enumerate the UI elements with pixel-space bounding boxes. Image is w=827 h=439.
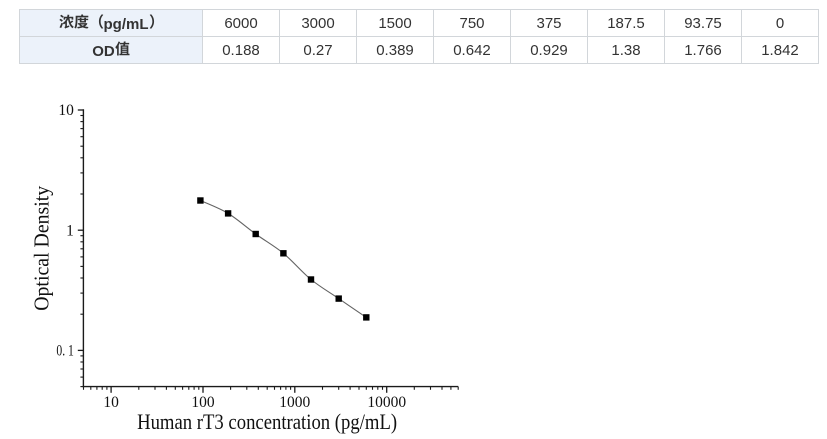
svg-text:Optical Density: Optical Density [30, 186, 54, 311]
svg-text:0. 1: 0. 1 [56, 343, 74, 360]
svg-text:1: 1 [66, 222, 74, 239]
svg-text:10: 10 [58, 102, 74, 119]
svg-text:1000: 1000 [279, 394, 310, 411]
svg-text:10: 10 [103, 394, 119, 411]
svg-text:100: 100 [191, 394, 215, 411]
svg-text:Human rT3 concentration (pg/mL: Human rT3 concentration (pg/mL) [137, 409, 397, 434]
svg-text:10000: 10000 [367, 394, 406, 411]
